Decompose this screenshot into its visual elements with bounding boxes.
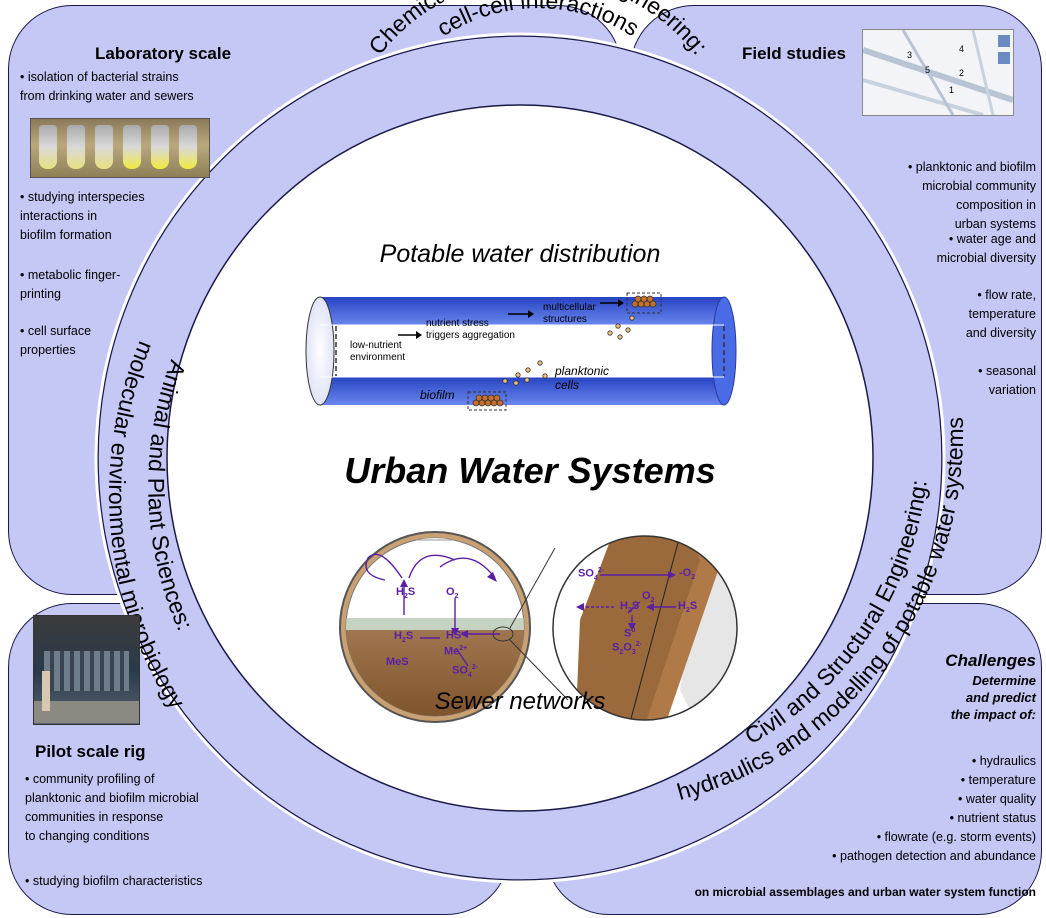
pilot-title: Pilot scale rig — [35, 742, 146, 761]
challenges-bullet-1: • hydraulics — [971, 754, 1036, 768]
potable-pipe — [305, 292, 737, 411]
zoom-so4: SO42- — [578, 567, 605, 582]
sewer-arrows — [365, 553, 500, 667]
ring-left-line1: Animal and Plant Sciences: — [143, 357, 198, 634]
field-bullet-3: • flow rate, temperature and diversity — [965, 288, 1036, 340]
pipe-planktonic: planktonic cells — [555, 364, 610, 392]
challenges-footer: on microbial assemblages and urban water… — [694, 885, 1036, 899]
lab-title: Laboratory scale — [95, 44, 232, 63]
sewer-title: Sewer networks — [434, 688, 606, 715]
lab-bullet-2: • studying interspecies interactions in … — [20, 190, 145, 242]
pipe-nutrient-stress: nutrient stress triggers aggregation — [426, 318, 515, 341]
sewer-me: Me2+ — [444, 645, 468, 658]
field-map-image: 3 4 5 2 1 — [862, 29, 1014, 116]
challenges-bullet-6: • pathogen detection and abundance — [832, 849, 1036, 863]
field-bullet-2: • water age and microbial diversity — [936, 232, 1036, 265]
sewer-h2s-top: H2S — [396, 586, 416, 601]
zoom-o2-right: -O2 — [679, 567, 696, 582]
lab-bullet-3: • metabolic finger- printing — [20, 268, 121, 301]
lab-flasks-photo — [30, 118, 210, 178]
pipe-biofilm: biofilm — [420, 388, 455, 402]
zoom-s2o3: S2O32- — [612, 641, 642, 656]
lab-bullet-4: • cell surface properties — [20, 324, 92, 357]
pilot-bullet-2: • studying biofilm characteristics — [25, 874, 203, 888]
pilot-rig-photo — [33, 615, 140, 725]
challenges-bullet-5: • flowrate (e.g. storm events) — [876, 830, 1036, 844]
zoom-s0: S0 — [624, 627, 636, 640]
map-label-2: 2 — [959, 68, 965, 78]
sewer-so4: SO42- — [452, 664, 479, 679]
challenges-bullet-3: • water quality — [957, 792, 1036, 806]
pilot-bullet-1: • community profiling of planktonic and … — [25, 772, 199, 843]
map-label-4: 4 — [959, 44, 965, 54]
challenges-subtitle: Determine and predict the impact of: — [950, 673, 1036, 722]
challenges-title: Challenges — [945, 651, 1036, 670]
sewer-mes: MeS — [386, 656, 409, 668]
zoom-circle — [552, 535, 738, 721]
sewer-pipe — [339, 531, 569, 723]
sewer-h2s-left: H2S — [394, 630, 414, 645]
main-title: Urban Water Systems — [344, 450, 716, 491]
zoom-h2s-right: H2S — [678, 600, 698, 615]
pipe-low-nutrient: low-nutrient environment — [350, 340, 406, 363]
challenges-bullet-4: • nutrient status — [949, 811, 1036, 825]
map-label-1: 1 — [949, 85, 955, 95]
map-label-3: 3 — [907, 50, 913, 60]
zoom-o2: O2 — [642, 590, 655, 605]
field-title: Field studies — [742, 44, 846, 63]
ring-outline-white — [94, 32, 946, 884]
map-label-5: 5 — [925, 65, 931, 75]
field-bullet-1: • planktonic and biofilm microbial commu… — [907, 160, 1036, 231]
potable-title: Potable water distribution — [379, 240, 661, 268]
sewer-hs: HS- — [446, 629, 464, 642]
zoom-h2s: H2S — [620, 600, 640, 615]
sewer-o2: O2 — [446, 586, 459, 601]
pipe-multicellular: multicellular structures — [543, 302, 596, 325]
challenges-bullet-2: • temperature — [960, 773, 1036, 787]
field-bullet-4: • seasonal variation — [978, 364, 1036, 397]
lab-bullet-1: • isolation of bacterial strains from dr… — [20, 70, 194, 103]
